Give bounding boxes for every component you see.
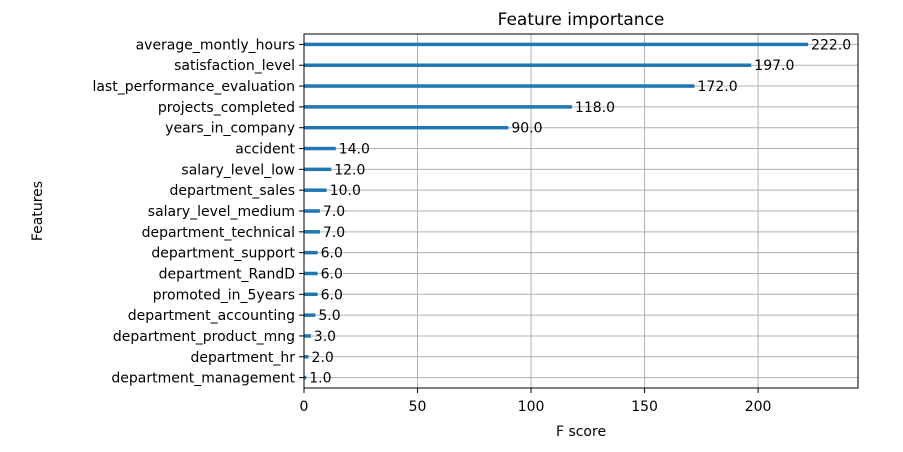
y-tick-label: salary_level_low — [181, 162, 295, 178]
data-label: 118.0 — [575, 100, 615, 116]
bar — [304, 146, 336, 151]
y-tick-label: department_product_mng — [113, 329, 295, 345]
y-axis-ticks: average_montly_hours satisfaction_levella… — [92, 37, 304, 387]
y-tick-label: satisfaction_level — [174, 58, 295, 74]
bar — [304, 334, 311, 338]
data-label: 12.0 — [334, 162, 365, 178]
y-tick-label: department_support — [151, 246, 295, 262]
y-axis-label: Features — [30, 181, 46, 241]
x-tick-label: 100 — [518, 399, 545, 415]
bar — [304, 209, 320, 213]
y-tick-label: years_in_company — [165, 121, 295, 137]
data-label: 90.0 — [511, 121, 542, 137]
bar — [304, 167, 332, 172]
y-tick-label: promoted_in_5years — [153, 287, 295, 303]
x-axis-label: F score — [556, 424, 606, 440]
bar — [304, 125, 509, 130]
y-tick-label: department_accounting — [128, 308, 295, 324]
x-tick-label: 150 — [631, 399, 658, 415]
data-label: 6.0 — [321, 246, 343, 262]
data-label: 6.0 — [321, 287, 343, 303]
x-tick-label: 50 — [409, 399, 427, 415]
y-tick-label: department_hr — [191, 350, 296, 366]
data-labels: 222.0 197.0 172.0 118.0 90.0 14.0 12.0 10.0 7.0 7… — [309, 37, 851, 386]
bar — [304, 230, 320, 234]
data-label: 1.0 — [309, 371, 331, 387]
data-label: 172.0 — [698, 79, 738, 95]
bar — [304, 375, 307, 380]
data-label: 222.0 — [811, 37, 851, 53]
bar — [304, 292, 318, 297]
data-label: 2.0 — [312, 350, 334, 366]
chart-title: Feature importance — [498, 10, 665, 30]
y-tick-label: salary_level_medium — [148, 204, 295, 220]
bar — [304, 188, 327, 192]
y-tick-label: accident — [235, 142, 295, 158]
data-label: 7.0 — [323, 225, 345, 241]
x-axis-ticks: 0 50 100 150 200 — [300, 388, 772, 415]
data-label: 3.0 — [314, 329, 336, 345]
y-tick-label: department_RandD — [159, 266, 295, 282]
y-tick-label: average_montly_hours — [136, 37, 295, 53]
data-label: 6.0 — [321, 266, 343, 282]
y-tick-label: projects_completed — [158, 100, 295, 116]
data-label: 14.0 — [339, 142, 370, 158]
y-tick-label: department_management — [111, 371, 295, 387]
x-tick-label: 0 — [300, 399, 309, 415]
bar — [304, 105, 572, 109]
bar — [304, 271, 318, 276]
bar — [304, 63, 752, 67]
data-label: 7.0 — [323, 204, 345, 220]
y-tick-label: last_performance_evaluation — [92, 79, 295, 95]
data-label: 5.0 — [318, 308, 340, 324]
y-tick-label: department_technical — [142, 225, 295, 241]
data-label: 10.0 — [330, 183, 361, 199]
y-tick-label: department_sales — [170, 183, 296, 199]
bar — [304, 250, 318, 255]
bar — [304, 313, 316, 317]
bar — [304, 84, 695, 88]
bar — [304, 42, 809, 47]
bar — [304, 355, 309, 359]
data-label: 197.0 — [754, 58, 794, 74]
x-tick-label: 200 — [745, 399, 772, 415]
bars — [304, 42, 809, 380]
